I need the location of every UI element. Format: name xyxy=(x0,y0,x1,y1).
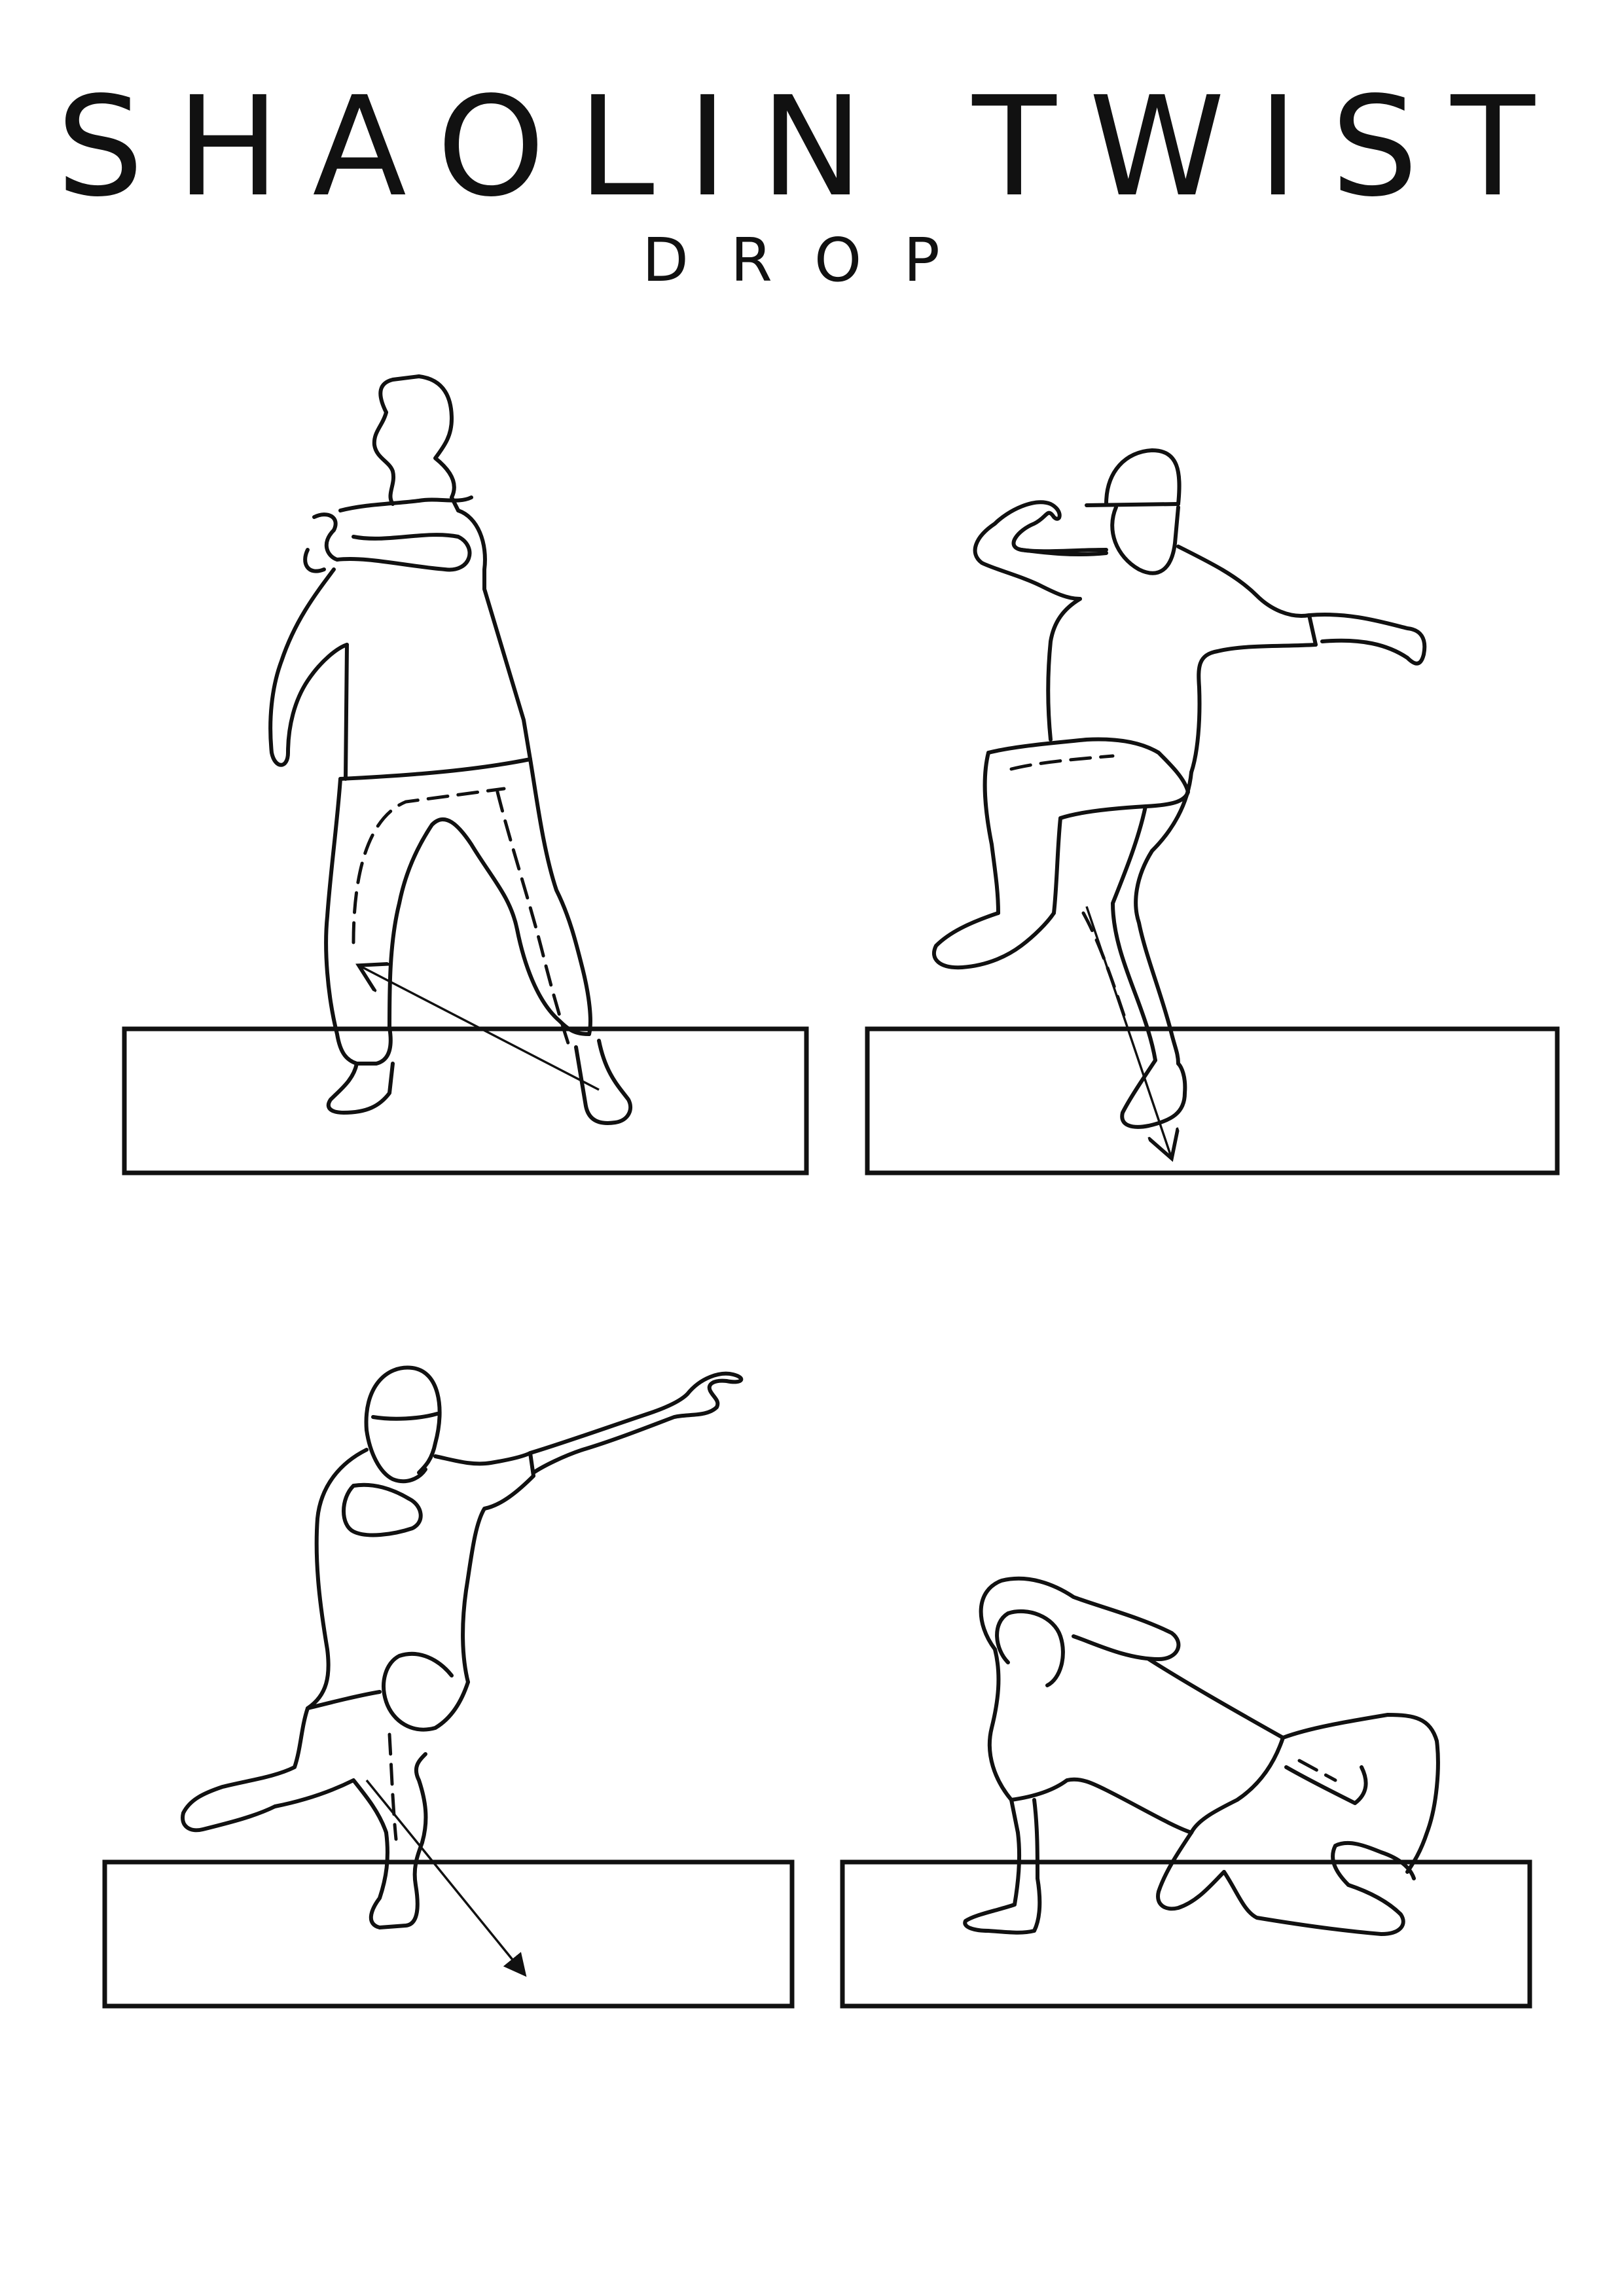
movement-arrow-3 xyxy=(365,1779,527,1977)
floor-box-4 xyxy=(840,1859,1532,2009)
panel-3 xyxy=(102,1365,795,2009)
page-title: SHAOLIN TWIST xyxy=(56,67,1568,227)
floor-box-1 xyxy=(122,1026,809,1175)
panel-2 xyxy=(865,448,1560,1175)
panel-4 xyxy=(840,1576,1532,2009)
floor-box-2 xyxy=(865,1026,1560,1175)
movement-arrow-1 xyxy=(359,965,600,1091)
movement-arrow-2 xyxy=(1085,906,1172,1158)
floor-box-3 xyxy=(102,1859,795,2009)
panel-1 xyxy=(122,374,809,1175)
dancer-figure-4 xyxy=(963,1576,1440,1936)
dancer-figure-2 xyxy=(931,448,1427,1129)
dancer-figure-3 xyxy=(181,1365,744,1929)
dancer-figure-1 xyxy=(268,374,633,1125)
page-subtitle: DROP xyxy=(642,225,982,295)
